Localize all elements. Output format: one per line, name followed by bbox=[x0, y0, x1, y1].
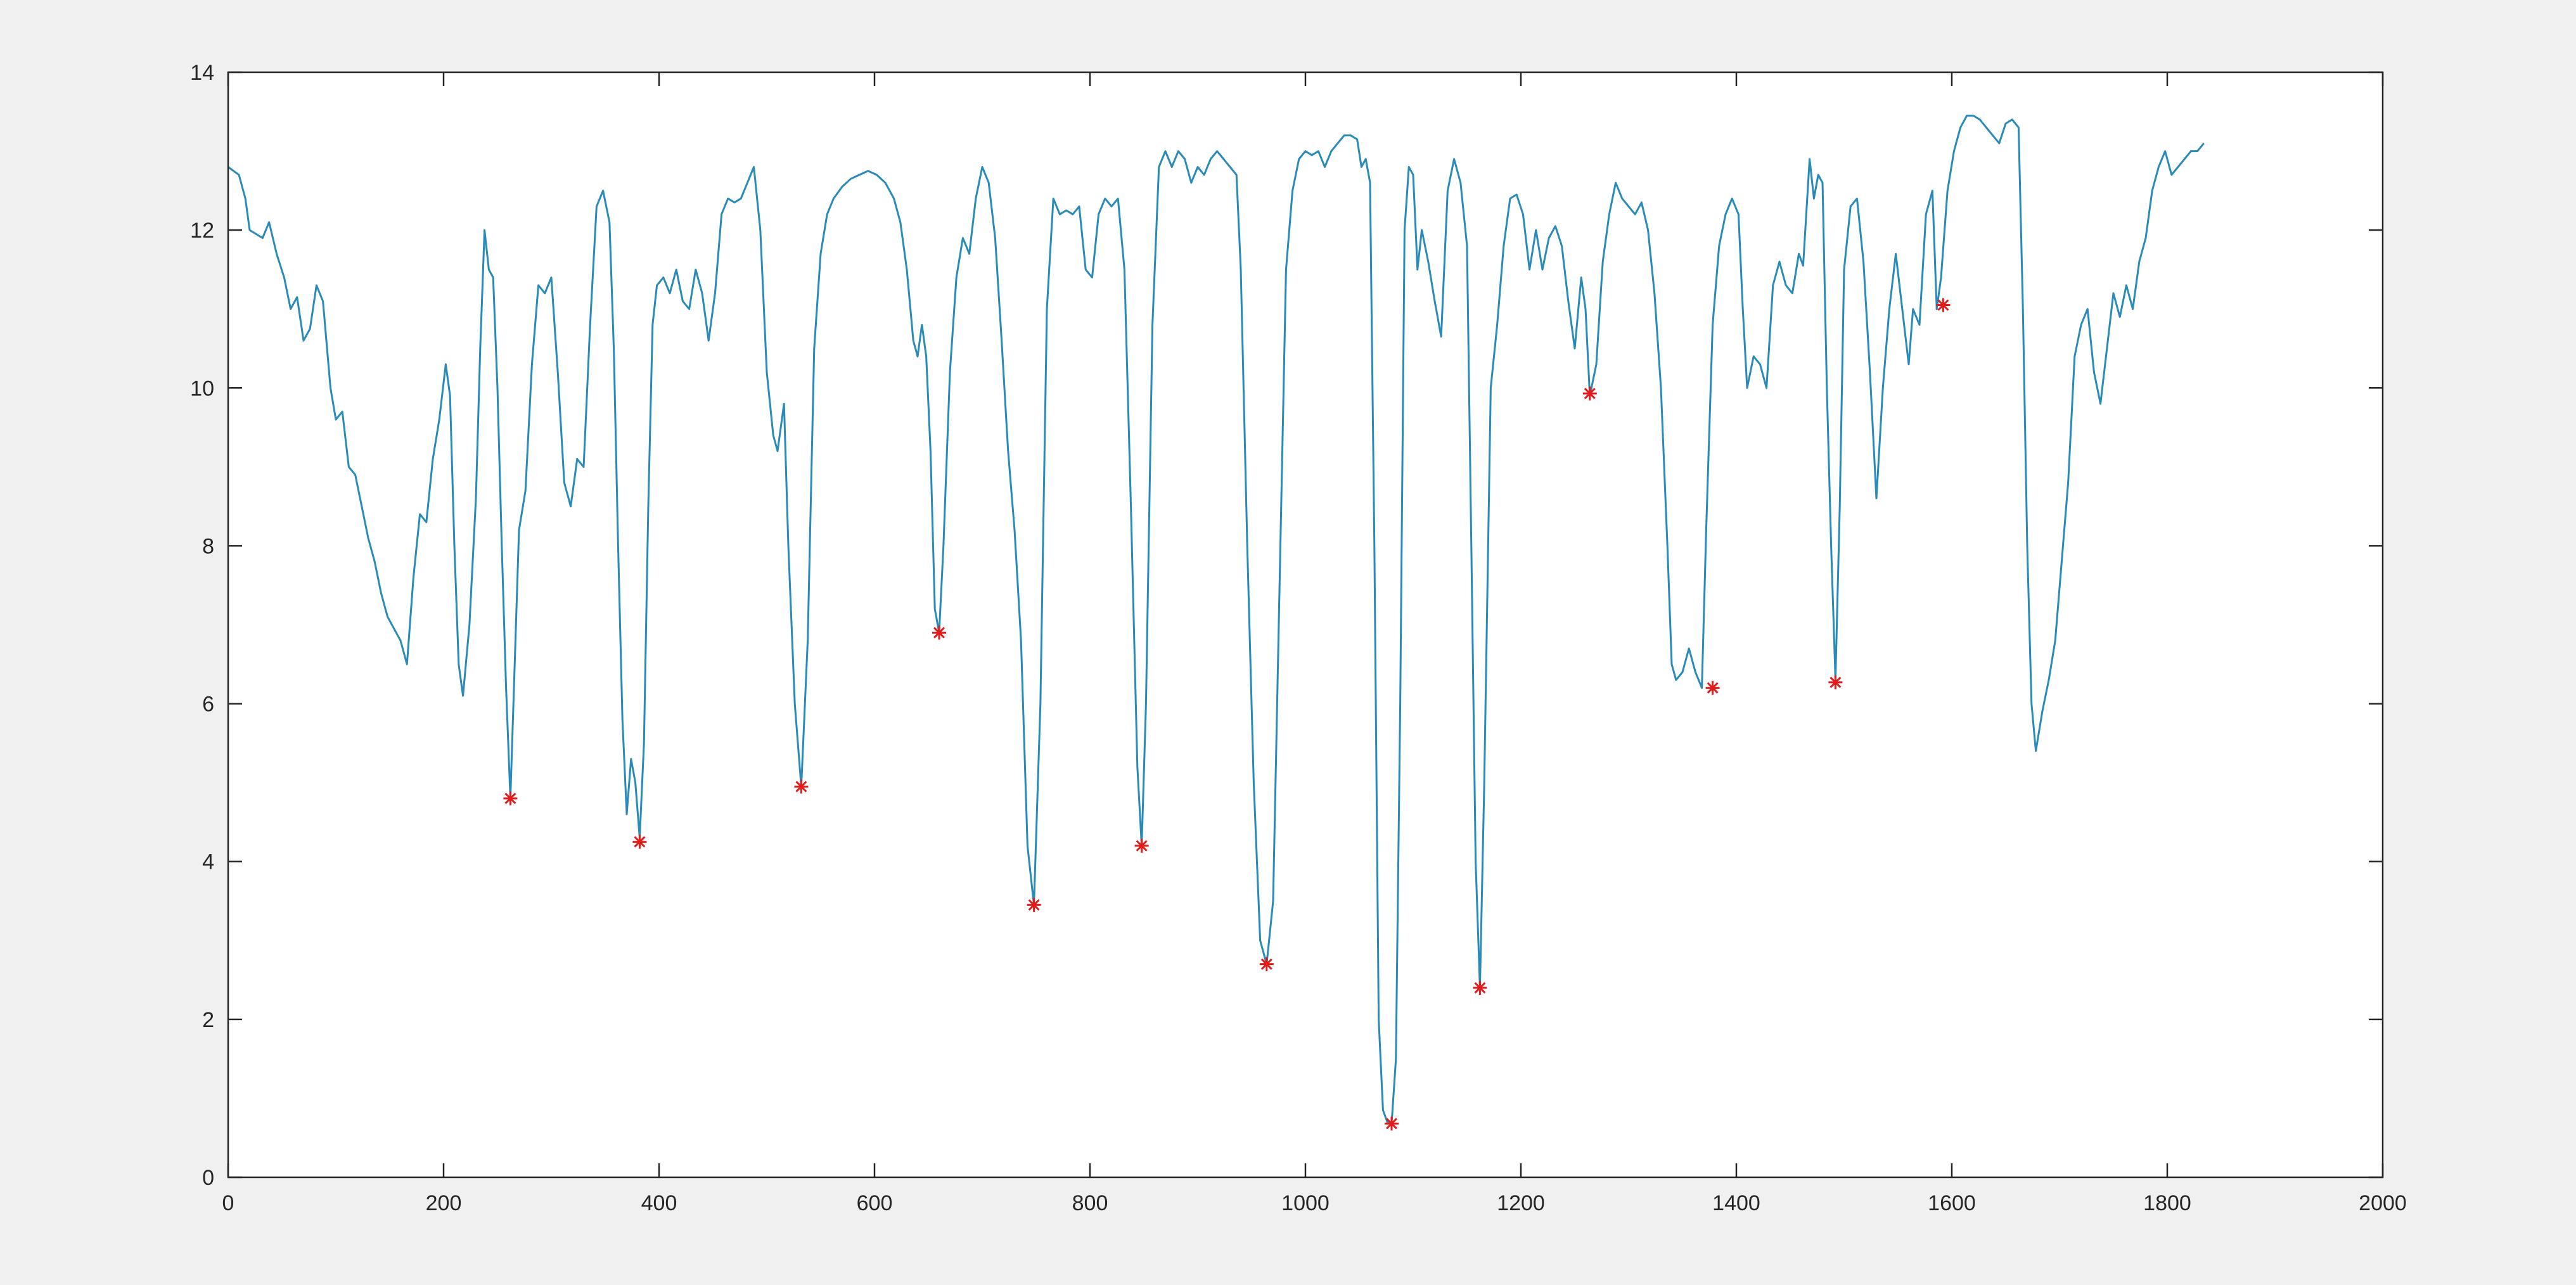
y-tick-label: 6 bbox=[202, 693, 214, 717]
x-tick-label: 800 bbox=[1072, 1191, 1108, 1215]
minimum-marker bbox=[632, 834, 647, 849]
minimum-marker bbox=[932, 625, 946, 640]
minimum-marker bbox=[1473, 981, 1487, 995]
y-tick-label: 0 bbox=[202, 1166, 214, 1190]
y-tick-label: 12 bbox=[190, 219, 214, 243]
signal-line bbox=[227, 115, 2205, 1125]
y-axis: 0 2 4 6 8 10 12 14 bbox=[190, 61, 2383, 1190]
x-axis: 0 200 400 600 800 1000 1200 1400 1600 1800 2000 bbox=[222, 72, 2407, 1215]
y-tick-label: 8 bbox=[202, 534, 214, 558]
minimum-marker bbox=[503, 791, 518, 806]
x-tick-label: 1200 bbox=[1497, 1191, 1545, 1215]
y-tick-label: 10 bbox=[190, 376, 214, 400]
x-tick-label: 1600 bbox=[1928, 1191, 1976, 1215]
minimum-marker bbox=[1134, 838, 1149, 853]
y-tick-label: 14 bbox=[190, 61, 214, 85]
minimum-marker bbox=[1705, 681, 1720, 695]
minimum-marker bbox=[1828, 675, 1843, 689]
x-tick-label: 200 bbox=[426, 1191, 462, 1215]
minimum-marker bbox=[1027, 898, 1041, 912]
minimum-marker bbox=[1936, 298, 1951, 312]
x-tick-label: 0 bbox=[222, 1191, 234, 1215]
y-tick-label: 4 bbox=[202, 850, 214, 874]
minimum-marker bbox=[1259, 957, 1274, 971]
x-tick-label: 2000 bbox=[2359, 1191, 2407, 1215]
y-tick-label: 2 bbox=[202, 1008, 214, 1032]
x-tick-label: 1400 bbox=[1712, 1191, 1760, 1215]
minimum-marker bbox=[1582, 387, 1597, 401]
minimum-marker bbox=[1385, 1116, 1399, 1131]
axes-background bbox=[228, 72, 2383, 1177]
x-tick-label: 1000 bbox=[1281, 1191, 1330, 1215]
x-tick-label: 600 bbox=[857, 1191, 893, 1215]
x-tick-label: 400 bbox=[641, 1191, 677, 1215]
minimum-marker bbox=[794, 779, 809, 794]
x-tick-label: 1800 bbox=[2143, 1191, 2191, 1215]
